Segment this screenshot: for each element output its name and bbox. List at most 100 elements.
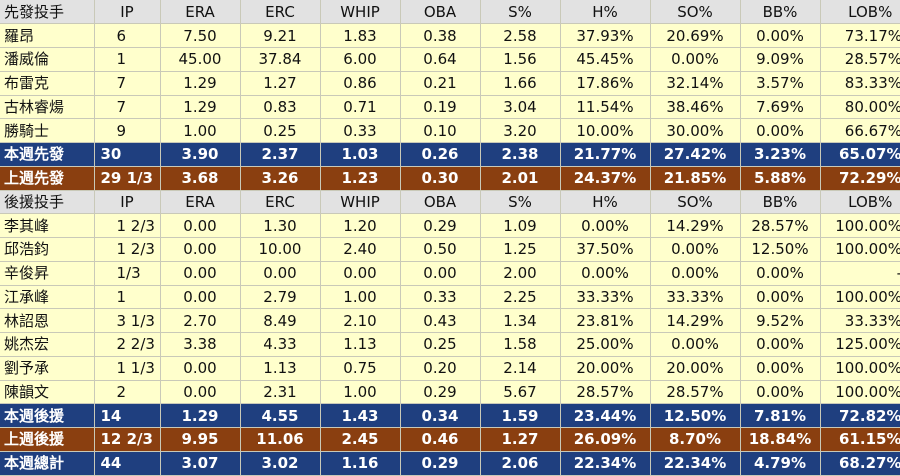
stat-cell: 2.37	[240, 142, 321, 167]
stat-cell: 1.00	[320, 285, 401, 310]
stat-cell: 2	[94, 380, 161, 405]
stat-cell: 1.56	[480, 47, 561, 72]
stat-cell: 8.70%	[650, 427, 741, 452]
stat-cell: 3.90	[160, 142, 241, 167]
stat-cell: 1.27	[480, 427, 561, 452]
stat-cell: 18.84%	[740, 427, 821, 452]
stat-cell: 27.42%	[650, 142, 741, 167]
stat-cell: 8.49	[240, 308, 321, 333]
stat-cell: 0.75	[320, 356, 401, 381]
stat-cell: 32.14%	[650, 71, 741, 96]
stat-cell: 1	[94, 285, 161, 310]
stat-cell: 0.00%	[650, 332, 741, 357]
stat-cell: 0.00%	[740, 23, 821, 48]
stat-cell: -	[820, 261, 900, 286]
stat-cell: 1.59	[480, 403, 561, 428]
stat-cell: 0.00	[160, 356, 241, 381]
stat-cell: 45.00	[160, 47, 241, 72]
stat-cell: 38.46%	[650, 95, 741, 120]
stat-cell: 28.57%	[740, 213, 821, 238]
stat-cell: 3 1/3	[94, 308, 161, 333]
stat-cell: 22.34%	[560, 451, 651, 476]
table-row: 李其峰 1 2/3 0.00 1.30 1.20 0.29 1.09 0.00% 14.29% 2…	[0, 213, 900, 238]
stat-cell: 1.25	[480, 237, 561, 262]
stat-cell: H%	[560, 0, 651, 25]
stat-cell: IP	[94, 190, 161, 215]
stat-cell: 2.00	[480, 261, 561, 286]
stat-cell: 0.00%	[740, 261, 821, 286]
stat-cell: 12.50%	[740, 237, 821, 262]
stat-cell: 1 2/3	[94, 237, 161, 262]
stat-cell: 0.00%	[740, 332, 821, 357]
table-row: 江承峰 1 0.00 2.79 1.00 0.33 2.25 33.33% 33.33% 0.00…	[0, 285, 900, 310]
stat-cell: 1/3	[94, 261, 161, 286]
stat-cell: 2.01	[480, 166, 561, 191]
row-label-cell: 陳韻文	[0, 380, 95, 405]
stat-cell: 1.43	[320, 403, 401, 428]
stat-cell: SO%	[650, 190, 741, 215]
table-row: 辛俊昇 1/3 0.00 0.00 0.00 0.00 2.00 0.00% 0.00% 0.00…	[0, 261, 900, 286]
stat-cell: 7.81%	[740, 403, 821, 428]
stat-cell: 2.06	[480, 451, 561, 476]
stat-cell: 2.38	[480, 142, 561, 167]
stat-cell: 45.45%	[560, 47, 651, 72]
stat-cell: 0.00%	[650, 47, 741, 72]
stat-cell: 0.21	[400, 71, 481, 96]
relievers-this-week-row: 本週後援 14 1.29 4.55 1.43 0.34 1.59 23.44% 12.50% 7.…	[0, 403, 900, 428]
stat-cell: 9	[94, 118, 161, 143]
stat-cell: ERA	[160, 0, 241, 25]
stat-cell: S%	[480, 0, 561, 25]
stat-cell: 30.00%	[650, 118, 741, 143]
stat-cell: 65.07%	[820, 142, 900, 167]
row-label-cell: 江承峰	[0, 285, 95, 310]
stat-cell: 1.83	[320, 23, 401, 48]
stat-cell: H%	[560, 190, 651, 215]
stat-cell: 1.20	[320, 213, 401, 238]
stat-cell: 5.67	[480, 380, 561, 405]
stat-cell: 1.00	[320, 380, 401, 405]
stat-cell: 21.85%	[650, 166, 741, 191]
stat-cell: 2 2/3	[94, 332, 161, 357]
stat-cell: 1.09	[480, 213, 561, 238]
stat-cell: 0.00	[160, 237, 241, 262]
stat-cell: 3.02	[240, 451, 321, 476]
stat-cell: 73.17%	[820, 23, 900, 48]
section-header-label: 先發投手	[0, 0, 95, 25]
stat-cell: 2.40	[320, 237, 401, 262]
stat-cell: 3.68	[160, 166, 241, 191]
stat-cell: 1.34	[480, 308, 561, 333]
stat-cell: 0.10	[400, 118, 481, 143]
stat-cell: BB%	[740, 0, 821, 25]
stat-cell: 1.66	[480, 71, 561, 96]
row-label-cell: 上週後援	[0, 427, 95, 452]
stat-cell: 0.64	[400, 47, 481, 72]
stat-cell: 2.10	[320, 308, 401, 333]
row-label-cell: 劉予承	[0, 356, 95, 381]
table-row: 邱浩鈞 1 2/3 0.00 10.00 2.40 0.50 1.25 37.50% 0.00%…	[0, 237, 900, 262]
stat-cell: LOB%	[820, 0, 900, 25]
table-row: 陳韻文 2 0.00 2.31 1.00 0.29 5.67 28.57% 28.57% 0.00…	[0, 380, 900, 405]
stat-cell: 3.57%	[740, 71, 821, 96]
stat-cell: 9.95	[160, 427, 241, 452]
table-row: 布雷克 7 1.29 1.27 0.86 0.21 1.66 17.86% 32.14% 3.57…	[0, 71, 900, 96]
stat-cell: 0.00	[160, 285, 241, 310]
stat-cell: 0.19	[400, 95, 481, 120]
stat-cell: OBA	[400, 190, 481, 215]
stat-cell: 9.21	[240, 23, 321, 48]
stat-cell: 100.00%	[820, 285, 900, 310]
stat-cell: 20.00%	[560, 356, 651, 381]
stat-cell: 6.00	[320, 47, 401, 72]
stat-cell: 0.00%	[740, 356, 821, 381]
stat-cell: 20.00%	[650, 356, 741, 381]
stat-cell: 24.37%	[560, 166, 651, 191]
stat-cell: 68.27%	[820, 451, 900, 476]
stat-cell: 17.86%	[560, 71, 651, 96]
stat-cell: 30	[94, 142, 161, 167]
stat-cell: 2.58	[480, 23, 561, 48]
stat-cell: 0.00%	[650, 237, 741, 262]
table-row: 姚杰宏 2 2/3 3.38 4.33 1.13 0.25 1.58 25.00% 0.00% 0…	[0, 332, 900, 357]
row-label-cell: 潘威倫	[0, 47, 95, 72]
stat-cell: IP	[94, 0, 161, 25]
stat-cell: 37.50%	[560, 237, 651, 262]
